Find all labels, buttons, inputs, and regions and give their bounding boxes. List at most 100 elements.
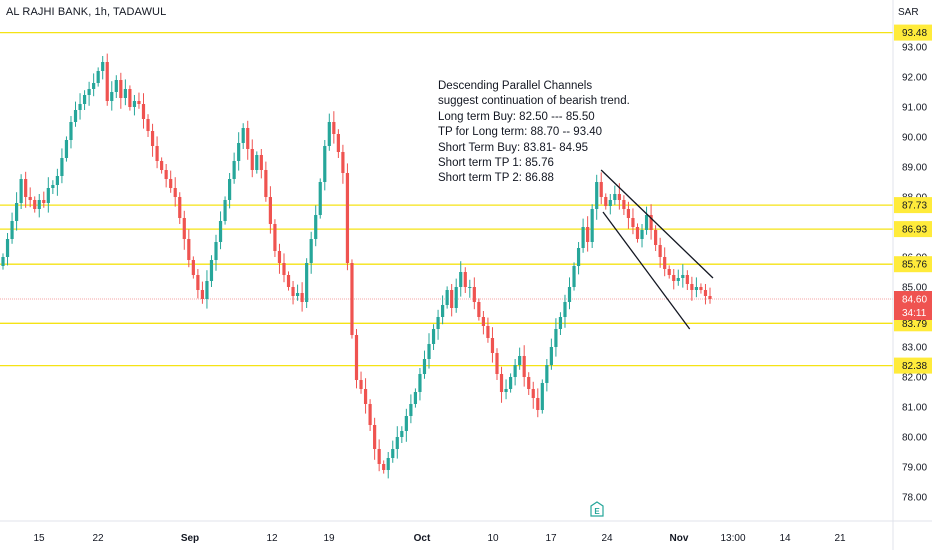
y-tick-label: 91.00 [902,103,927,114]
candle [409,394,413,424]
candle [563,294,567,328]
candle [527,372,531,395]
level-label: 87.73 [902,201,927,212]
candle [55,168,59,196]
candle [64,136,69,162]
candle [137,92,141,109]
candle [463,267,467,293]
candle [572,262,576,291]
candle [250,139,254,178]
candle [513,359,517,386]
x-tick-label: 10 [487,533,499,544]
candle [205,270,209,309]
candle [5,233,10,266]
candle [255,151,259,174]
candle [132,95,137,116]
candle [101,56,105,80]
candle [382,460,386,474]
candle [522,345,526,387]
candle [536,388,540,418]
candle [259,149,263,179]
candle [123,79,127,106]
candle [454,278,458,313]
x-tick-label: Sep [181,533,199,544]
candle [341,144,345,184]
candle [46,177,50,213]
candle [481,311,485,335]
annotation-line: suggest continuation of bearish trend. [438,95,630,108]
candle [336,129,340,158]
annotation-line: TP for Long term: 88.70 -- 93.40 [438,126,603,139]
candle [640,224,644,248]
candle [703,284,708,305]
candle [422,350,427,379]
candle [33,196,37,213]
candle [92,73,96,97]
x-tick-label: 12 [266,533,278,544]
y-tick-label: 78.00 [902,493,927,504]
candle [300,282,304,312]
candle [200,281,205,304]
candle [37,194,41,218]
candle [477,298,481,321]
y-tick-label: 80.00 [902,433,927,444]
candle [295,284,300,301]
candle [685,270,689,290]
y-tick-label: 83.00 [902,343,927,354]
candles [1,53,712,479]
candle [150,123,155,157]
candle [350,259,354,339]
candle [667,265,671,279]
level-label: 83.79 [902,319,927,330]
level-tag [894,221,932,238]
candle [141,93,146,129]
candle [386,452,390,479]
candle [549,338,553,370]
candle [264,161,268,202]
candle [395,426,399,459]
candle [495,348,499,380]
candle [504,379,508,400]
candle [508,373,513,393]
earnings-icon[interactable]: E [590,501,604,517]
candle [499,366,504,403]
candle [436,309,440,340]
candle [323,140,327,191]
candle [241,123,245,149]
currency-label: SAR [898,7,919,18]
candle [237,132,241,171]
candle [400,426,404,443]
candle [604,193,608,210]
candle [273,219,277,257]
channel-upper-line[interactable] [600,169,714,279]
candle [690,276,694,301]
candle [631,208,635,235]
candle [173,177,177,207]
candle [468,279,472,298]
candle [10,212,14,244]
y-tick-label: 92.00 [902,73,927,84]
candle [644,206,649,235]
channel-lower-line[interactable] [602,211,691,330]
chart-title: AL RAJHI BANK, 1h, TADAWUL [6,6,167,18]
candle [196,269,200,299]
candle [472,277,476,310]
candle [672,269,676,290]
y-tick-label: 79.00 [902,463,927,474]
level-tag [894,24,932,41]
candle [191,256,195,279]
countdown-label: 34:11 [902,308,927,319]
candle [558,312,563,335]
candle [28,187,32,208]
candle [14,192,19,231]
candle [613,185,617,205]
candle [114,75,118,98]
y-tick-label: 81.00 [902,403,927,414]
candle [228,173,232,209]
candle [441,295,445,325]
candle [223,196,227,225]
analysis-annotation: Descending Parallel Channels suggest con… [438,79,630,187]
last-price-tag: 84.60 34:11 [894,291,932,320]
candle [119,72,123,109]
